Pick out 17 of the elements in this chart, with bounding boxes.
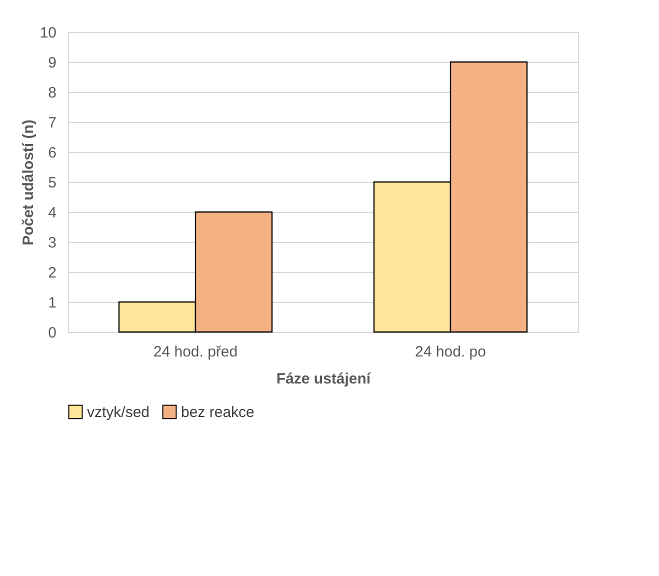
y-tick-label: 9 [48, 54, 56, 72]
y-axis-title: Počet událostí (n) [20, 120, 37, 246]
y-tick-label: 2 [48, 264, 56, 282]
y-tick-label: 6 [48, 144, 56, 162]
y-tick-label: 0 [48, 324, 56, 342]
y-tick-label: 3 [48, 234, 56, 252]
legend-label: bez reakce [181, 404, 254, 421]
x-axis-title: Fáze ustájení [276, 370, 372, 388]
y-tick-label: 8 [48, 84, 56, 102]
y-tick-label: 10 [40, 24, 56, 42]
y-tick-label: 5 [48, 174, 56, 192]
y-tick-label: 4 [48, 204, 56, 222]
legend-label: vztyk/sed [87, 404, 150, 421]
y-tick-label: 7 [48, 114, 56, 132]
x-tick-label: 24 hod. před [153, 344, 238, 360]
x-tick-label: 24 hod. po [415, 344, 486, 360]
y-tick-label: 1 [48, 294, 56, 312]
